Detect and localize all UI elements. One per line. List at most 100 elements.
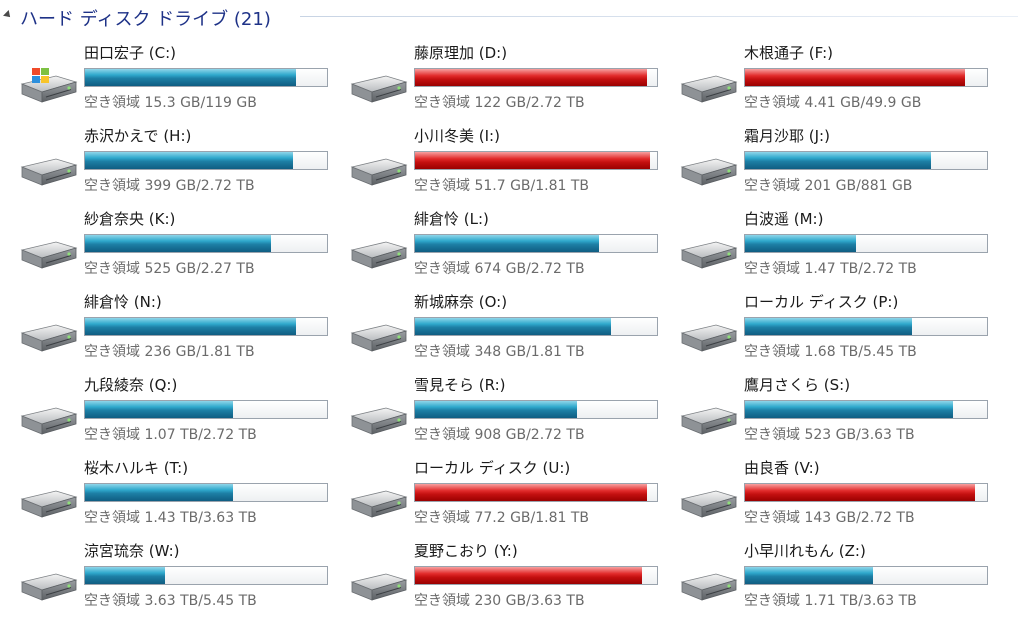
usage-bar-fill [85,318,296,335]
drive-item[interactable]: 涼宮琉奈 (W:) 空き領域 3.63 TB/5.45 TB [16,540,346,620]
drive-item[interactable]: 小川冬美 (I:) 空き領域 51.7 GB/1.81 TB [346,125,676,205]
usage-bar-fill [415,484,648,501]
drive-item[interactable]: 小早川れもん (Z:) 空き領域 1.71 TB/3.63 TB [676,540,1006,620]
drive-name: 由良香 (V:) [744,459,820,477]
usage-bar [84,400,328,419]
drive-item[interactable]: 雪見そら (R:) 空き領域 908 GB/2.72 TB [346,374,676,454]
hard-drive-icon [16,566,80,606]
free-space-label: 空き領域 523 GB/3.63 TB [744,427,915,443]
free-space-label: 空き領域 122 GB/2.72 TB [414,95,585,111]
drive-item[interactable]: 紗倉奈央 (K:) 空き領域 525 GB/2.27 TB [16,208,346,288]
usage-bar-fill [745,235,857,252]
drive-item[interactable]: ローカル ディスク (P:) 空き領域 1.68 TB/5.45 TB [676,291,1006,371]
hard-drive-icon [16,400,80,440]
usage-bar [84,566,328,585]
drive-name: 藤原理加 (D:) [414,44,508,62]
hard-drive-icon [676,317,740,357]
usage-bar [414,566,658,585]
drive-name: 赤沢かえで (H:) [84,127,192,145]
usage-bar [84,317,328,336]
drive-name: 九段綾奈 (Q:) [84,376,178,394]
drive-name: 緋倉怜 (N:) [84,293,162,311]
usage-bar-fill [415,235,599,252]
hard-drive-icon [346,566,410,606]
free-space-label: 空き領域 4.41 GB/49.9 GB [744,95,922,111]
usage-bar-fill [85,152,294,169]
drive-name: 小早川れもん (Z:) [744,542,866,560]
usage-bar [84,68,328,87]
free-space-label: 空き領域 1.71 TB/3.63 TB [744,593,917,609]
usage-bar-fill [85,235,272,252]
usage-bar-fill [85,401,233,418]
usage-bar-fill [745,69,966,86]
drive-name: 桜木ハルキ (T:) [84,459,189,477]
usage-bar-fill [415,401,578,418]
drive-item[interactable]: 霜月沙耶 (J:) 空き領域 201 GB/881 GB [676,125,1006,205]
hard-drive-icon [16,317,80,357]
drive-name: 緋倉怜 (L:) [414,210,489,228]
drive-item[interactable]: 白波遥 (M:) 空き領域 1.47 TB/2.72 TB [676,208,1006,288]
usage-bar [744,68,988,87]
drive-item[interactable]: 鷹月さくら (S:) 空き領域 523 GB/3.63 TB [676,374,1006,454]
drive-item[interactable]: 九段綾奈 (Q:) 空き領域 1.07 TB/2.72 TB [16,374,346,454]
drive-name: 木根通子 (F:) [744,44,833,62]
usage-bar-fill [415,567,643,584]
free-space-label: 空き領域 1.07 TB/2.72 TB [84,427,257,443]
collapse-arrow-icon[interactable] [3,10,13,20]
free-space-label: 空き領域 51.7 GB/1.81 TB [414,178,590,194]
drive-name: 雪見そら (R:) [414,376,506,394]
drive-name: 小川冬美 (I:) [414,127,500,145]
hard-drive-icon [346,483,410,523]
usage-bar [414,234,658,253]
drive-item[interactable]: 緋倉怜 (L:) 空き領域 674 GB/2.72 TB [346,208,676,288]
free-space-label: 空き領域 674 GB/2.72 TB [414,261,585,277]
drive-item[interactable]: 桜木ハルキ (T:) 空き領域 1.43 TB/3.63 TB [16,457,346,537]
hard-drive-icon [346,317,410,357]
usage-bar-fill [745,152,932,169]
usage-bar [84,151,328,170]
drive-name: 鷹月さくら (S:) [744,376,851,394]
drive-name: ローカル ディスク (U:) [414,459,571,477]
hard-drive-icon [676,483,740,523]
drive-item[interactable]: 赤沢かえで (H:) 空き領域 399 GB/2.72 TB [16,125,346,205]
usage-bar-fill [85,69,296,86]
free-space-label: 空き領域 3.63 TB/5.45 TB [84,593,257,609]
usage-bar-fill [415,318,612,335]
section-title: ハード ディスク ドライブ (21) [20,9,271,30]
free-space-label: 空き領域 1.43 TB/3.63 TB [84,510,257,526]
drive-name: 田口宏子 (C:) [84,44,176,62]
section-header[interactable]: ハード ディスク ドライブ (21) [0,0,1024,32]
hard-drive-icon [676,566,740,606]
free-space-label: 空き領域 348 GB/1.81 TB [414,344,585,360]
drive-item[interactable]: 木根通子 (F:) 空き領域 4.41 GB/49.9 GB [676,42,1006,122]
drive-name: 新城麻奈 (O:) [414,293,508,311]
hard-drive-icon [16,483,80,523]
hard-drive-icon [676,234,740,274]
free-space-label: 空き領域 230 GB/3.63 TB [414,593,585,609]
usage-bar [84,234,328,253]
header-divider [300,16,1018,17]
hard-drive-icon [346,151,410,191]
drive-item[interactable]: 由良香 (V:) 空き領域 143 GB/2.72 TB [676,457,1006,537]
usage-bar [414,68,658,87]
drive-item[interactable]: 緋倉怜 (N:) 空き領域 236 GB/1.81 TB [16,291,346,371]
drive-item[interactable]: 田口宏子 (C:) 空き領域 15.3 GB/119 GB [16,42,346,122]
usage-bar [414,317,658,336]
drive-name: 白波遥 (M:) [744,210,824,228]
free-space-label: 空き領域 908 GB/2.72 TB [414,427,585,443]
drive-item[interactable]: 藤原理加 (D:) 空き領域 122 GB/2.72 TB [346,42,676,122]
usage-bar-fill [85,567,165,584]
usage-bar [414,483,658,502]
drive-item[interactable]: ローカル ディスク (U:) 空き領域 77.2 GB/1.81 TB [346,457,676,537]
drive-name: 夏野こおり (Y:) [414,542,518,560]
drive-item[interactable]: 新城麻奈 (O:) 空き領域 348 GB/1.81 TB [346,291,676,371]
usage-bar-fill [745,401,954,418]
free-space-label: 空き領域 1.68 TB/5.45 TB [744,344,917,360]
free-space-label: 空き領域 236 GB/1.81 TB [84,344,255,360]
drive-item[interactable]: 夏野こおり (Y:) 空き領域 230 GB/3.63 TB [346,540,676,620]
drive-name: 涼宮琉奈 (W:) [84,542,180,560]
usage-bar-fill [745,318,912,335]
system-drive-icon [16,68,80,108]
usage-bar-fill [745,484,975,501]
hard-drive-icon [16,234,80,274]
